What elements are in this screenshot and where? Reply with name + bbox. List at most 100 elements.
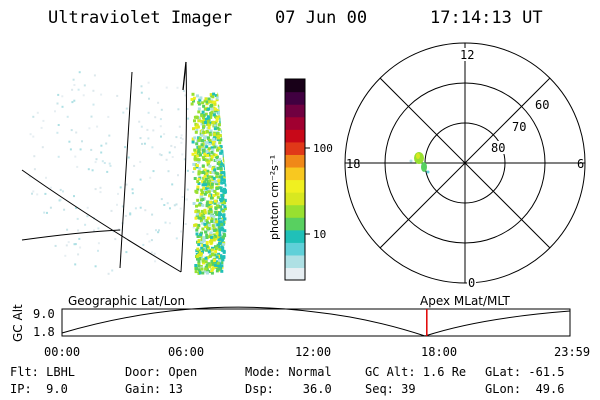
aurora-pixel — [214, 250, 218, 253]
aurora-pixel — [217, 113, 221, 116]
aurora-pixel — [217, 179, 221, 183]
speckle-pixel — [79, 148, 82, 151]
aurora-pixel — [200, 231, 203, 235]
aurora-pixel — [211, 142, 215, 146]
polar-plot — [344, 42, 586, 284]
aurora-pixel — [206, 221, 209, 225]
aurora-pixel — [200, 240, 204, 244]
speckle-pixel — [124, 146, 127, 149]
speckle-pixel — [184, 94, 187, 97]
aurora-pixel — [210, 150, 214, 154]
aurora-pixel — [200, 267, 204, 271]
aurora-pixel — [218, 134, 222, 138]
aurora-pixel — [222, 171, 226, 175]
aurora-pixel — [216, 148, 219, 152]
aurora-pixel — [225, 138, 229, 142]
aurora-pixel — [224, 113, 228, 117]
aurora-pixel — [217, 202, 221, 206]
aurora-pixel — [208, 142, 212, 146]
aurora-pixel — [195, 164, 199, 168]
aurora-pixel — [220, 226, 224, 230]
aurora-pixel — [205, 268, 209, 272]
speckle-pixel — [42, 119, 45, 122]
aurora-pixel — [201, 203, 205, 207]
geo-latitude-line — [21, 229, 121, 241]
aurora-pixel — [225, 145, 228, 148]
speckle-pixel — [28, 175, 31, 178]
aurora-pixel — [218, 148, 222, 152]
aurora-pixel — [204, 183, 208, 187]
aurora-pixel — [213, 223, 217, 226]
speckle-pixel — [121, 205, 124, 208]
speckle-pixel — [73, 195, 75, 198]
aurora-pixel — [194, 163, 197, 167]
speckle-pixel — [67, 241, 70, 244]
speckle-pixel — [138, 120, 141, 123]
aurora-pixel — [192, 202, 196, 205]
aurora-pixel — [202, 212, 206, 216]
speckle-pixel — [90, 115, 93, 118]
aurora-pixel — [201, 101, 205, 105]
aurora-pixel — [219, 256, 223, 260]
aurora-pixel — [201, 110, 205, 114]
aurora-pixel — [223, 201, 227, 205]
speckle-pixel — [66, 115, 69, 118]
speckle-pixel — [45, 176, 47, 179]
aurora-pixel — [205, 141, 209, 145]
speckle-pixel — [182, 90, 185, 92]
aurora-pixel — [196, 180, 200, 184]
aurora-pixel — [204, 256, 208, 260]
aurora-pixel — [212, 219, 216, 223]
aurora-pixel — [212, 101, 216, 105]
speckle-pixel — [119, 229, 122, 231]
aurora-pixel — [222, 222, 226, 226]
aurora-pixel — [208, 133, 212, 137]
speckle-pixel — [131, 188, 134, 191]
aurora-pixel — [200, 119, 204, 123]
speckle-pixel — [155, 229, 157, 232]
aurora-pixel — [208, 270, 211, 273]
aurora-pixel — [202, 116, 205, 120]
aurora-pixel — [224, 92, 228, 96]
speckle-pixel — [97, 242, 100, 245]
aurora-pixel — [218, 222, 222, 226]
aurora-pixel — [204, 265, 208, 269]
speckle-pixel — [117, 192, 119, 195]
speckle-pixel — [164, 221, 167, 224]
aurora-pixel — [221, 123, 225, 127]
aurora-pixel — [220, 228, 224, 232]
aurora-pixel — [217, 138, 220, 142]
speckle-pixel — [65, 244, 68, 247]
aurora-pixel — [214, 192, 218, 196]
aurora-pixel — [218, 141, 222, 145]
aurora-pixel — [204, 97, 208, 101]
aurora-pixel — [200, 188, 204, 192]
aurora-pixel — [205, 204, 209, 208]
aurora-pixel — [194, 216, 198, 220]
aurora-pixel — [218, 111, 222, 115]
speckle-pixel — [160, 198, 163, 201]
aurora-pixel — [222, 157, 226, 161]
speckle-pixel — [61, 105, 64, 108]
aurora-pixel — [207, 209, 211, 213]
aurora-pixel — [211, 262, 215, 266]
aurora-pixel — [193, 119, 196, 123]
aurora-pixel — [205, 172, 209, 176]
aurora-pixel — [210, 111, 214, 115]
glon-info: GLon: 49.6 — [485, 382, 565, 396]
aurora-pixel — [222, 250, 226, 254]
aurora-pixel — [222, 145, 226, 149]
aurora-pixel — [198, 98, 202, 102]
aurora-pixel — [212, 194, 216, 197]
colorbar-segment — [285, 104, 305, 118]
aurora-pixel — [195, 115, 199, 119]
aurora-pixel — [219, 172, 223, 176]
speckle-pixel — [54, 244, 57, 247]
aurora-pixel — [225, 114, 229, 118]
aurora-pixel — [215, 119, 219, 123]
lat-label-80: 80 — [491, 141, 505, 155]
speckle-pixel — [101, 160, 104, 163]
aurora-pixel — [219, 145, 223, 148]
speckle-pixel — [54, 110, 56, 113]
ip-info: IP: 9.0 — [10, 382, 68, 396]
